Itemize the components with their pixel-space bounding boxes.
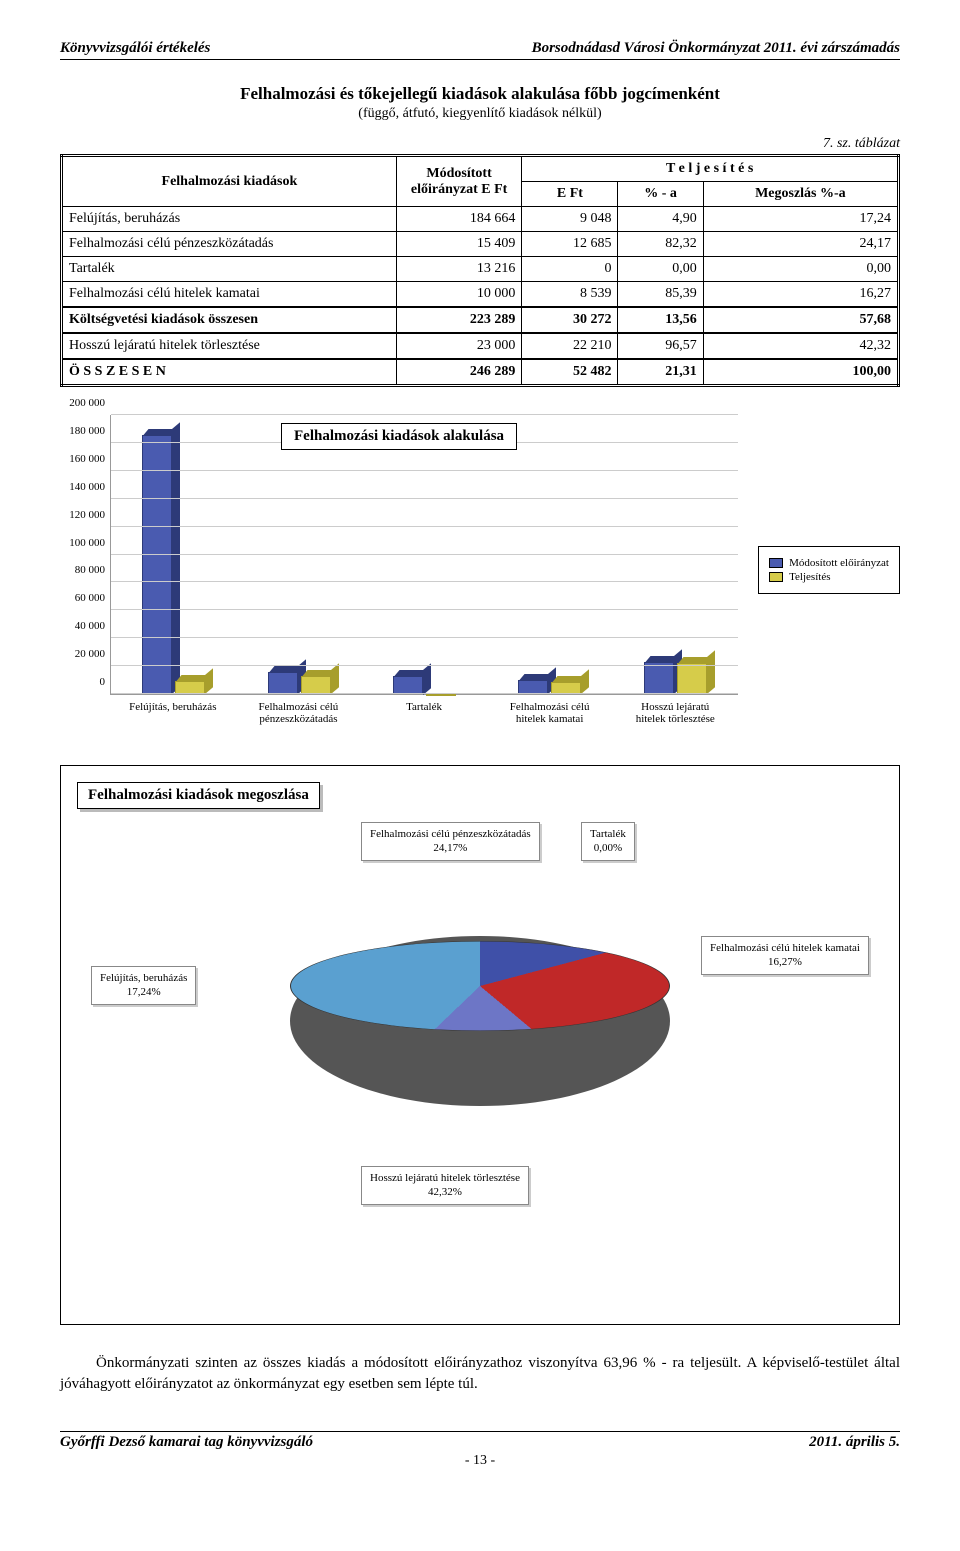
bar: [142, 435, 172, 694]
y-tick-label: 160 000: [69, 453, 111, 465]
bar-chart-title: Felhalmozási kiadások alakulása: [281, 423, 517, 450]
data-table: Felhalmozási kiadások Módosított előirán…: [60, 154, 900, 387]
pie-callout: Hosszú lejáratú hitelek törlesztése42,32…: [361, 1166, 529, 1205]
bar: [393, 676, 423, 695]
y-tick-label: 60 000: [75, 592, 111, 604]
legend-item: Teljesítés: [769, 571, 889, 583]
bar: [644, 662, 674, 694]
table-row: Költségvetési kiadások összesen223 28930…: [62, 307, 899, 333]
th-eft: E Ft: [522, 182, 618, 207]
bar: [301, 676, 331, 694]
bar-group: [374, 676, 474, 695]
pie-callout: Felhalmozási célú hitelek kamatai16,27%: [701, 936, 869, 975]
bar-group: [124, 435, 224, 694]
y-tick-label: 200 000: [69, 397, 111, 409]
table-row: Felújítás, beruházás184 6649 0484,9017,2…: [62, 207, 899, 232]
pie-chart-panel: Felhalmozási kiadások megoszlása Felújít…: [60, 765, 900, 1325]
bar-group: [249, 672, 349, 694]
pie-chart-title: Felhalmozási kiadások megoszlása: [77, 782, 320, 809]
bar: [268, 672, 298, 694]
table-row: Ö S S Z E S E N246 28952 48221,31100,00: [62, 359, 899, 386]
table-row: Tartalék13 21600,000,00: [62, 257, 899, 282]
x-tick-label: Hosszú lejáratú hitelek törlesztése: [625, 701, 725, 725]
header-right: Borsodnádasd Városi Önkormányzat 2011. é…: [532, 40, 900, 57]
y-tick-label: 180 000: [69, 425, 111, 437]
pie-3d: [290, 896, 670, 1076]
pie-callout: Felhalmozási célú pénzeszközátadás24,17%: [361, 822, 540, 861]
pie-callout: Felújítás, beruházás17,24%: [91, 966, 196, 1005]
x-tick-label: Tartalék: [374, 701, 474, 725]
x-tick-label: Felhalmozási célú pénzeszközátadás: [248, 701, 348, 725]
th-left: Felhalmozási kiadások: [62, 156, 397, 207]
table-row: Hosszú lejáratú hitelek törlesztése23 00…: [62, 333, 899, 359]
pie-callout: Tartalék0,00%: [581, 822, 635, 861]
bar-legend: Módosított előirányzat Teljesítés: [758, 546, 900, 594]
table-reference: 7. sz. táblázat: [60, 136, 900, 152]
th-telj: T e l j e s í t é s: [522, 156, 899, 182]
page-header: Könyvvizsgálói értékelés Borsodnádasd Vá…: [60, 40, 900, 60]
body-p1: Önkormányzati szinten az összes kiadás a…: [60, 1353, 900, 1395]
y-tick-label: 140 000: [69, 481, 111, 493]
section-subtitle: (függő, átfutó, kiegyenlítő kiadások nél…: [60, 106, 900, 122]
page-number: - 13 -: [60, 1453, 900, 1469]
legend-item: Módosított előirányzat: [769, 557, 889, 569]
table-row: Felhalmozási célú hitelek kamatai10 0008…: [62, 282, 899, 308]
th-mod: Módosított előirányzat E Ft: [396, 156, 522, 207]
footer-left: Győrffi Dezső kamarai tag könyvvizsgáló: [60, 1434, 313, 1451]
y-tick-label: 120 000: [69, 509, 111, 521]
y-tick-label: 20 000: [75, 648, 111, 660]
body-paragraph: Önkormányzati szinten az összes kiadás a…: [60, 1353, 900, 1395]
footer-right: 2011. április 5.: [809, 1434, 900, 1451]
bar-group: [625, 662, 725, 694]
y-tick-label: 40 000: [75, 620, 111, 632]
bar: [677, 663, 707, 694]
y-tick-label: 0: [100, 676, 112, 688]
table-row: Felhalmozási célú pénzeszközátadás15 409…: [62, 232, 899, 257]
x-tick-label: Felújítás, beruházás: [123, 701, 223, 725]
bar: [518, 680, 548, 694]
section-title: Felhalmozási és tőkejellegű kiadások ala…: [60, 84, 900, 104]
x-tick-label: Felhalmozási célú hitelek kamatai: [499, 701, 599, 725]
bar-chart: Felhalmozási kiadások alakulása 0 20 000 4…: [60, 415, 900, 725]
header-left: Könyvvizsgálói értékelés: [60, 40, 210, 57]
page-footer: Győrffi Dezső kamarai tag könyvvizsgáló …: [60, 1431, 900, 1451]
bar-group: [500, 680, 600, 694]
y-tick-label: 80 000: [75, 564, 111, 576]
th-meg: Megoszlás %-a: [703, 182, 898, 207]
th-pct: % - a: [618, 182, 703, 207]
y-tick-label: 100 000: [69, 537, 111, 549]
